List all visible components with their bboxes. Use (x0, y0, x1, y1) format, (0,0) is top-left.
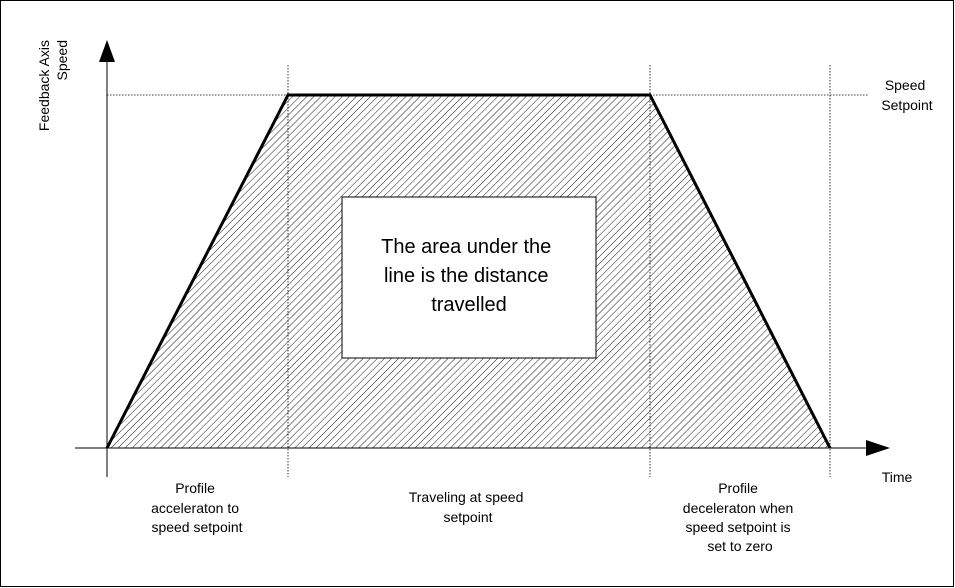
setpoint-label: Speed Setpoint (881, 77, 932, 113)
phase-label: Profile deceleraton when speed setpoint … (683, 480, 797, 554)
x-axis-label: Time (882, 469, 913, 485)
label-line: Profile (175, 480, 215, 496)
guide-lines (107, 65, 868, 477)
speed-profile (105, 93, 832, 449)
label-line: Setpoint (881, 97, 932, 113)
x-axis-arrow (866, 440, 890, 456)
note-box (341, 196, 597, 359)
label-line: acceleraton to (151, 500, 239, 516)
label-line: Speed (885, 77, 925, 93)
label-line: speed setpoint (151, 519, 242, 535)
label-line: speed setpoint is (686, 519, 791, 535)
note-line: The area under the (381, 236, 551, 258)
label-line: Profile (718, 480, 758, 496)
label-line: set to zero (707, 538, 773, 554)
note-line: travelled (431, 294, 507, 316)
note: The area under the line is the distance … (381, 236, 557, 316)
phase-label: Profile acceleraton to speed setpoint (151, 480, 243, 535)
note-line: line is the distance (384, 265, 549, 287)
phase-label: Traveling at speed setpoint (409, 489, 528, 525)
label-line: Traveling at speed (409, 489, 524, 505)
label-line: deceleraton when (683, 500, 794, 516)
y-axis-label: Feedback Axis (36, 40, 52, 131)
y-axis-label: Speed (54, 40, 70, 80)
y-axis-arrow (99, 40, 115, 62)
label-line: setpoint (443, 509, 492, 525)
